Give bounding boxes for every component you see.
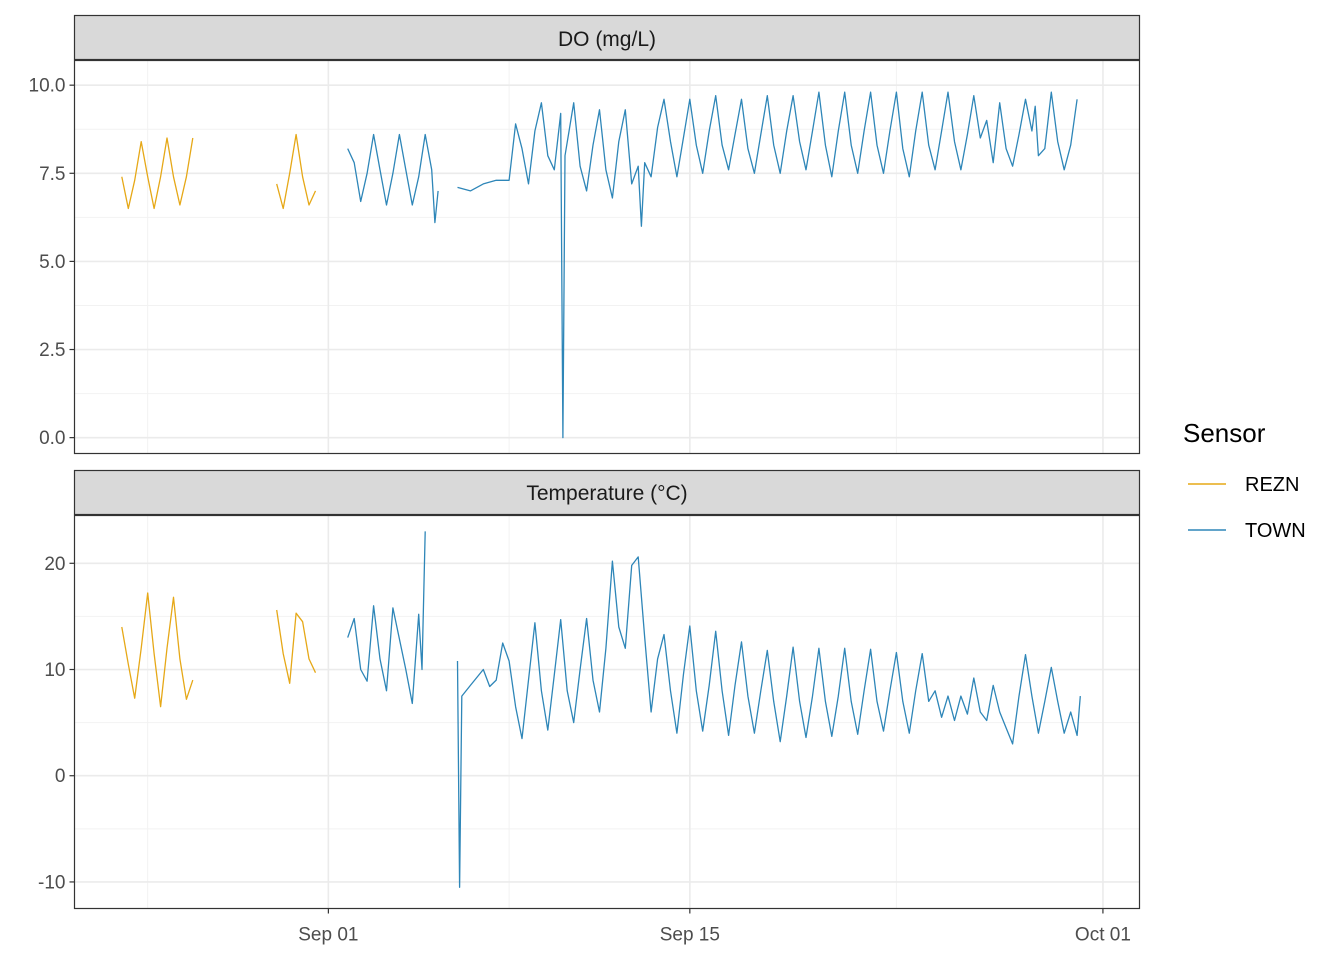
facet-do: DO (mg/L) 0.0 2.5 5.0 7.5 10.0 — [29, 14, 1141, 455]
x-tick-label: Sep 01 — [298, 925, 358, 946]
facet-temperature: Temperature (°C) -10 0 10 20 — [38, 469, 1141, 910]
facet-temperature-title: Temperature (°C) — [526, 482, 687, 505]
series-line-town — [456, 556, 1081, 888]
legend-label-town: TOWN — [1245, 520, 1306, 542]
y-tick-label: 2.5 — [39, 340, 65, 361]
series-line-rezn — [121, 592, 194, 708]
y-tick-label: 20 — [44, 554, 65, 575]
y-tick-label: 0.0 — [39, 428, 65, 449]
y-tick-label: 10 — [44, 660, 65, 681]
legend-label-rezn: REZN — [1245, 474, 1299, 496]
legend-title: Sensor — [1183, 418, 1266, 448]
y-tick-label: 5.0 — [39, 252, 65, 273]
facet-do-gridlines — [74, 60, 1140, 454]
series-line-rezn — [121, 137, 194, 210]
y-tick-label: 0 — [55, 766, 66, 787]
facet-temperature-border — [73, 514, 1141, 910]
series-line-town — [347, 133, 439, 224]
facet-temperature-strip — [73, 469, 1141, 516]
facet-do-y-axis: 0.0 2.5 5.0 7.5 10.0 — [29, 76, 75, 449]
y-tick-label: 7.5 — [39, 164, 65, 185]
x-tick-label: Oct 01 — [1075, 925, 1131, 946]
facet-do-panel — [74, 60, 1140, 454]
series-line-town — [347, 531, 426, 705]
facet-do-strip — [73, 14, 1141, 61]
x-tick-label: Sep 15 — [660, 925, 720, 946]
facet-temperature-series — [121, 531, 1081, 888]
legend: Sensor REZN TOWN — [1183, 418, 1306, 542]
facet-do-series — [121, 91, 1078, 439]
x-axis: Sep 01 Sep 15 Oct 01 — [298, 908, 1131, 946]
series-line-rezn — [276, 133, 317, 210]
facet-do-border — [73, 59, 1141, 455]
y-tick-label: -10 — [38, 872, 65, 893]
series-line-rezn — [276, 609, 317, 684]
facet-temperature-gridlines — [74, 515, 1140, 909]
facet-temperature-panel — [74, 515, 1140, 909]
series-line-town — [457, 91, 1078, 439]
facet-temperature-y-axis: -10 0 10 20 — [38, 554, 75, 893]
facet-do-title: DO (mg/L) — [558, 28, 656, 51]
y-tick-label: 10.0 — [29, 76, 66, 97]
